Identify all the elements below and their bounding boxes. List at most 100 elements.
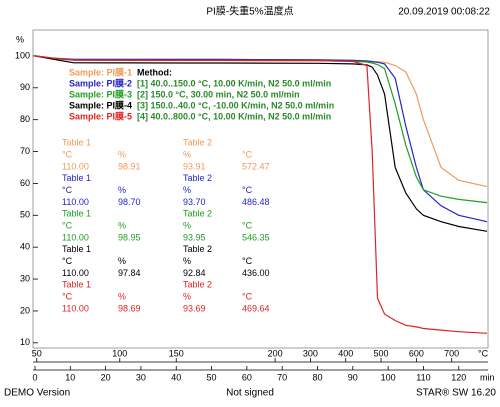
result-text: 93.69 [183, 303, 206, 313]
x-tick-label: 10 [65, 372, 75, 382]
temperature-tick-label: 300 [303, 348, 318, 358]
result-text: 110.00 [62, 303, 89, 313]
footer-right: STAR® SW 16.20 [416, 388, 496, 399]
x-tick-label: 0 [32, 372, 37, 382]
result-text: 93.95 [183, 232, 206, 242]
method-step: [4] 40.0..800.0 °C, 10.00 K/min, N2 50.0… [137, 111, 331, 121]
result-text: % [118, 185, 126, 195]
result-text: 110.00 [62, 232, 89, 242]
x-tick-label: 100 [381, 372, 396, 382]
result-text: Table 2 [183, 173, 212, 183]
plot-frame [32, 29, 489, 349]
method-step: [3] 150.0..40.0 °C, -10.00 K/min, N2 50.… [137, 100, 334, 110]
result-text: 92.84 [183, 268, 206, 278]
result-text: % [183, 256, 191, 266]
y-tick-label: 30 [20, 273, 30, 283]
result-text: Table 1 [62, 208, 91, 218]
title: PI膜-失重5%温度点 [206, 5, 293, 18]
result-text: °C [62, 149, 73, 159]
x-tick-label: 90 [348, 372, 358, 382]
y-axis-label: % [16, 34, 24, 44]
result-text: % [183, 220, 191, 230]
result-text: % [118, 149, 126, 159]
result-text: Table 1 [62, 279, 91, 289]
result-text: 98.95 [118, 232, 141, 242]
result-text: 110.00 [62, 197, 89, 207]
x-axis-label: min [480, 372, 495, 382]
result-text: °C [242, 149, 253, 159]
series-line [34, 55, 488, 334]
result-text: 98.91 [118, 161, 141, 171]
result-text: 110.00 [62, 161, 89, 171]
temperature-tick-label: 200 [268, 348, 283, 358]
temperature-tick-label: 600 [409, 348, 424, 358]
legend-entry: Sample: PI膜-2 [69, 77, 132, 88]
method-title: Method: [137, 67, 172, 77]
result-text: Table 1 [62, 173, 91, 183]
result-text: °C [62, 185, 73, 195]
y-tick-label: 100 [15, 50, 30, 60]
y-tick-label: 50 [20, 210, 30, 220]
x-tick-label: 80 [312, 372, 322, 382]
result-text: °C [242, 256, 253, 266]
x-tick-label: 40 [171, 372, 181, 382]
method-step: [2] 150.0 °C, 30.00 min, N2 50.0 ml/min [137, 89, 300, 99]
result-text: °C [242, 185, 253, 195]
x-tick-label: 60 [242, 372, 252, 382]
result-text: Table 1 [62, 244, 91, 254]
temperature-tick-label: 100 [112, 348, 127, 358]
result-text: 97.84 [118, 268, 141, 278]
result-text: 469.64 [242, 303, 270, 313]
result-text: Table 2 [183, 244, 212, 254]
temperature-unit: °C [478, 348, 489, 358]
footer-left: DEMO Version [4, 388, 70, 399]
result-text: 546.35 [242, 232, 270, 242]
datetime: 20.09.2019 00:08:22 [398, 7, 490, 18]
legend-entry: Sample: PI膜-1 [69, 66, 132, 77]
result-text: 98.70 [118, 197, 141, 207]
result-text: 110.00 [62, 268, 89, 278]
series-line [34, 55, 488, 232]
x-tick-label: 30 [136, 372, 146, 382]
y-tick-label: 90 [20, 82, 30, 92]
y-tick-label: 20 [20, 305, 30, 315]
result-text: % [118, 220, 126, 230]
x-tick-label: 20 [101, 372, 111, 382]
y-tick-label: 60 [20, 178, 30, 188]
result-text: Table 2 [183, 208, 212, 218]
legend-entry: Sample: PI膜-5 [69, 110, 132, 121]
y-tick-label: 70 [20, 146, 30, 156]
result-text: °C [242, 291, 253, 301]
result-text: % [118, 256, 126, 266]
result-text: 98.69 [118, 303, 141, 313]
result-text: % [118, 291, 126, 301]
x-tick-label: 110 [416, 372, 430, 382]
y-tick-label: 10 [20, 337, 30, 347]
temperature-tick-label: 700 [444, 348, 459, 358]
series-line [34, 55, 488, 223]
result-text: % [183, 185, 191, 195]
footer-center: Not signed [226, 388, 274, 399]
result-text: Table 2 [183, 279, 212, 289]
result-text: Table 2 [183, 137, 212, 147]
y-tick-label: 80 [20, 114, 30, 124]
result-text: Table 1 [62, 137, 91, 147]
result-text: 572.47 [242, 161, 270, 171]
temperature-tick-label: 500 [374, 348, 389, 358]
x-tick-label: 70 [277, 372, 287, 382]
result-text: % [183, 291, 191, 301]
x-tick-label: 50 [207, 372, 217, 382]
result-text: 486.48 [242, 197, 270, 207]
legend-entry: Sample: PI膜-3 [69, 88, 132, 99]
result-text: °C [62, 291, 73, 301]
temperature-tick-label: 400 [338, 348, 353, 358]
temperature-tick-label: 150 [169, 348, 184, 358]
method-step: [1] 40.0..150.0 °C, 10.00 K/min, N2 50.0… [137, 78, 331, 88]
temperature-tick-label: 50 [32, 348, 42, 358]
result-text: 93.91 [183, 161, 206, 171]
legend-entry: Sample: PI膜-4 [69, 99, 132, 110]
y-tick-label: 40 [20, 242, 30, 252]
result-text: °C [242, 220, 253, 230]
